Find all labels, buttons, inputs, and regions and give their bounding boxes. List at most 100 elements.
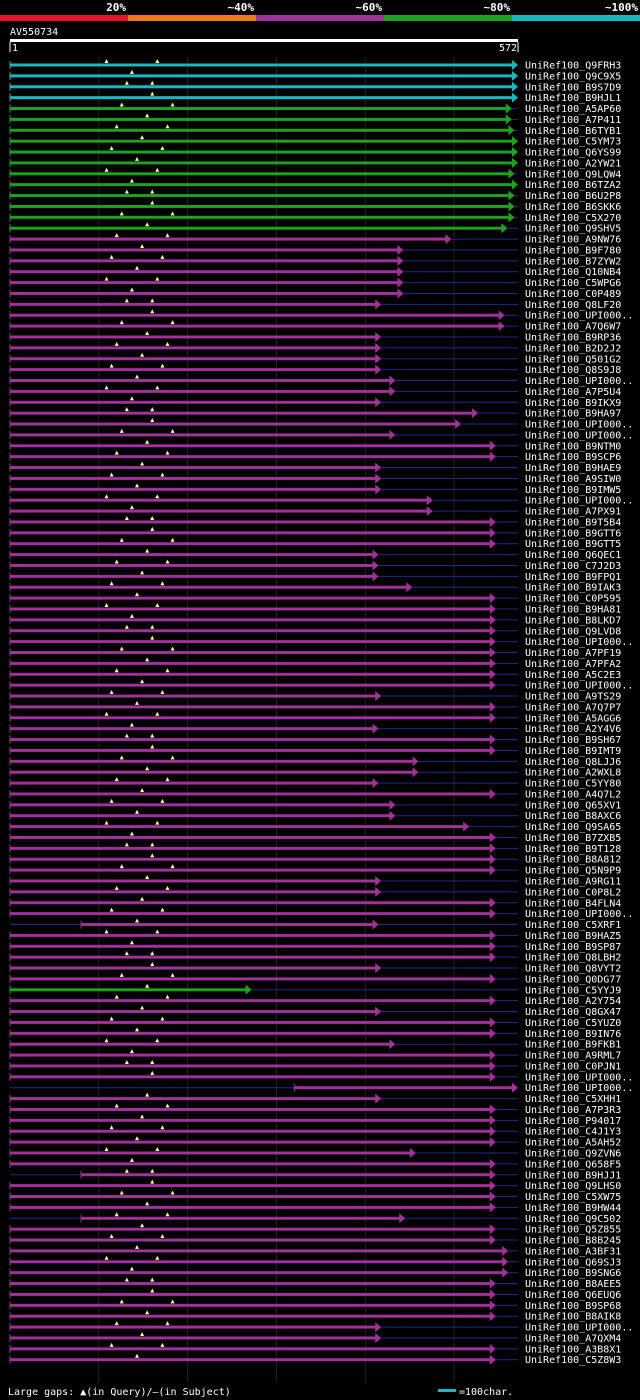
hit-row[interactable]: UniRef100_B9HA81	[9, 603, 621, 616]
hit-row[interactable]: UniRef100_B9FKB1	[9, 1038, 621, 1051]
hit-label[interactable]: UniRef100_Q9LQW4	[525, 169, 621, 180]
hit-label[interactable]: UniRef100_Q8LBH2	[525, 953, 621, 964]
hit-row[interactable]: UniRef100_B9SP68	[9, 1299, 621, 1312]
hit-row[interactable]: UniRef100_UPI000..	[9, 1070, 633, 1084]
hit-row[interactable]: UniRef100_B9IMT9	[9, 744, 621, 757]
hit-label[interactable]: UniRef100_A7QXM4	[525, 1333, 621, 1344]
hit-row[interactable]: UniRef100_Q9FRH3	[9, 59, 621, 72]
hit-row[interactable]: UniRef100_B9RP36	[9, 331, 621, 344]
hit-row[interactable]: UniRef100_B9FPQ1	[9, 570, 621, 583]
hit-label[interactable]: UniRef100_B7ZYW2	[525, 256, 621, 267]
hit-label[interactable]: UniRef100_A9RG11	[525, 877, 621, 888]
hit-label[interactable]: UniRef100_A4Q7L2	[525, 789, 621, 800]
hit-row[interactable]: UniRef100_B9HAE9	[9, 461, 621, 475]
hit-label[interactable]: UniRef100_Q8VYT2	[525, 964, 621, 975]
hit-row[interactable]: UniRef100_C4J1Y3	[9, 1125, 621, 1138]
hit-row[interactable]: UniRef100_A2Y754	[9, 994, 621, 1008]
hit-label[interactable]: UniRef100_UPI000..	[525, 496, 633, 507]
hit-row[interactable]: UniRef100_UPI000..	[9, 374, 633, 388]
hit-row[interactable]: UniRef100_Q9C502	[10, 1212, 621, 1225]
hit-label[interactable]: UniRef100_B9SNG6	[525, 1268, 621, 1279]
hit-label[interactable]: UniRef100_B9FPQ1	[525, 572, 621, 583]
hit-label[interactable]: UniRef100_UPI000..	[525, 420, 633, 431]
hit-label[interactable]: UniRef100_B6U2P8	[525, 191, 621, 202]
hit-row[interactable]: UniRef100_C7J2D3	[9, 559, 621, 572]
hit-row[interactable]: UniRef100_A4Q7L2	[9, 787, 621, 801]
hit-label[interactable]: UniRef100_A7P5U4	[525, 387, 621, 398]
hit-row[interactable]: UniRef100_Q8S9J8	[9, 363, 621, 377]
hit-label[interactable]: UniRef100_UPI000..	[525, 1323, 633, 1334]
hit-label[interactable]: UniRef100_B6SKK6	[525, 202, 621, 213]
hit-label[interactable]: UniRef100_UPI000..	[525, 909, 633, 920]
hit-row[interactable]: UniRef100_Q8LJJ6	[9, 755, 621, 768]
hit-row[interactable]: UniRef100_Q8LF20	[9, 298, 621, 311]
hit-label[interactable]: UniRef100_A2YW21	[525, 158, 621, 169]
hit-label[interactable]: UniRef100_Q5N9P9	[525, 866, 621, 877]
hit-row[interactable]: UniRef100_Q9C9X5	[9, 69, 621, 83]
hit-label[interactable]: UniRef100_B9HAE9	[525, 463, 621, 474]
hit-label[interactable]: UniRef100_C0P8L2	[525, 887, 621, 898]
hit-row[interactable]: UniRef100_A9NW76	[9, 233, 621, 246]
hit-row[interactable]: UniRef100_C5WPG6	[9, 276, 621, 290]
hit-row[interactable]: UniRef100_Q0DG77	[9, 972, 621, 986]
hit-row[interactable]: UniRef100_B8A812	[9, 853, 621, 866]
hit-label[interactable]: UniRef100_C5XHH1	[525, 1094, 621, 1105]
hit-row[interactable]: UniRef100_B9HAZ5	[9, 929, 621, 942]
hit-label[interactable]: UniRef100_B9T5B4	[525, 517, 621, 528]
hit-row[interactable]: UniRef100_B9GTT5	[9, 537, 621, 551]
hit-label[interactable]: UniRef100_C5WPG6	[525, 278, 621, 289]
hit-label[interactable]: UniRef100_B9HW44	[525, 1203, 621, 1214]
hit-row[interactable]: UniRef100_A7Q7P7	[9, 700, 621, 714]
hit-row[interactable]: UniRef100_A3B8X1	[9, 1342, 621, 1356]
hit-row[interactable]: UniRef100_C5YM73	[9, 135, 621, 148]
hit-label[interactable]: UniRef100_A3B8X1	[525, 1344, 621, 1355]
hit-label[interactable]: UniRef100_Q9LVD8	[525, 626, 621, 637]
hit-row[interactable]: UniRef100_A7PF19	[9, 646, 621, 660]
hit-label[interactable]: UniRef100_B9FKB1	[525, 1040, 621, 1051]
hit-row[interactable]: UniRef100_C5X270	[9, 211, 621, 224]
hit-row[interactable]: UniRef100_A9RML7	[9, 1049, 621, 1062]
hit-label[interactable]: UniRef100_B8B245	[525, 1236, 621, 1247]
hit-row[interactable]: UniRef100_A7PX91	[9, 505, 621, 518]
hit-row[interactable]: UniRef100_B8B245	[9, 1234, 621, 1247]
hit-label[interactable]: UniRef100_C0P595	[525, 594, 621, 605]
hit-row[interactable]: UniRef100_A7P5U4	[9, 385, 621, 398]
hit-label[interactable]: UniRef100_UPI000..	[525, 681, 633, 692]
hit-label[interactable]: UniRef100_C5YYJ9	[525, 985, 621, 996]
hit-row[interactable]: UniRef100_A7P411	[9, 113, 621, 126]
hit-label[interactable]: UniRef100_A7PF19	[525, 648, 621, 659]
hit-row[interactable]: UniRef100_Q9LVD8	[9, 624, 621, 638]
hit-label[interactable]: UniRef100_A9SIW0	[525, 474, 621, 485]
hit-label[interactable]: UniRef100_B6TZA2	[525, 180, 621, 191]
hit-row[interactable]: UniRef100_B7ZYW2	[9, 254, 621, 268]
hit-row[interactable]: UniRef100_Q658F5	[9, 1157, 621, 1171]
hit-label[interactable]: UniRef100_B9IMW5	[525, 485, 621, 496]
hit-row[interactable]: UniRef100_UPI000..	[9, 1321, 633, 1334]
hit-label[interactable]: UniRef100_UPI000..	[525, 637, 633, 648]
hit-row[interactable]: UniRef100_B9F780	[9, 243, 621, 257]
hit-label[interactable]: UniRef100_C5YUZ0	[525, 1018, 621, 1029]
hit-row[interactable]: UniRef100_B9HW44	[9, 1201, 621, 1214]
hit-row[interactable]: UniRef100_UPI000..	[9, 494, 633, 507]
hit-row[interactable]: UniRef100_UPI000..	[9, 635, 633, 649]
hit-label[interactable]: UniRef100_C7J2D3	[525, 561, 621, 572]
hit-label[interactable]: UniRef100_UPI000..	[525, 376, 633, 387]
hit-label[interactable]: UniRef100_B9NTM0	[525, 441, 621, 452]
hit-row[interactable]: UniRef100_B6SKK6	[9, 200, 621, 213]
hit-row[interactable]: UniRef100_C0P489	[9, 287, 621, 300]
hit-row[interactable]: UniRef100_UPI000..	[9, 309, 633, 322]
hit-label[interactable]: UniRef100_Q9C502	[525, 1214, 621, 1225]
hit-row[interactable]: UniRef100_C5XRF1	[10, 918, 621, 932]
hit-row[interactable]: UniRef100_P94017	[9, 1114, 621, 1127]
hit-row[interactable]: UniRef100_A2YW21	[9, 156, 621, 170]
hit-row[interactable]: UniRef100_Q8VYT2	[9, 962, 621, 975]
hit-label[interactable]: UniRef100_B9F780	[525, 245, 621, 256]
hit-row[interactable]: UniRef100_C5YYJ9	[9, 983, 621, 997]
hit-label[interactable]: UniRef100_B4FLN4	[525, 898, 621, 909]
hit-label[interactable]: UniRef100_B9IMT9	[525, 746, 621, 757]
hit-row[interactable]: UniRef100_B6TZA2	[9, 178, 621, 192]
hit-label[interactable]: UniRef100_A9NW76	[525, 235, 621, 246]
hit-row[interactable]: UniRef100_B9IN76	[9, 1027, 621, 1040]
hit-row[interactable]: UniRef100_B9T128	[9, 842, 621, 855]
hit-label[interactable]: UniRef100_A5AP60	[525, 104, 621, 115]
